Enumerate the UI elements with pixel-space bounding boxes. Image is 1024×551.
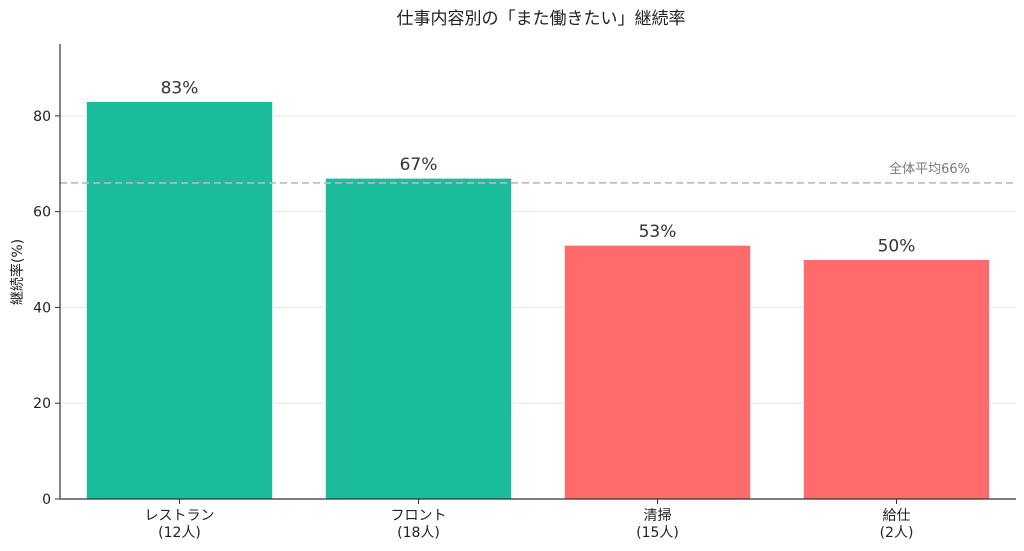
value-label: 53%	[639, 222, 677, 242]
y-tick-label: 0	[42, 492, 51, 508]
reference-line-group: 全体平均66%	[60, 161, 1016, 184]
y-axis-label: 継続率(%)	[9, 239, 26, 305]
bar	[563, 244, 752, 500]
y-tick-label: 40	[33, 300, 51, 316]
bar	[85, 100, 274, 500]
y-tick-label: 60	[33, 205, 51, 221]
category-count-label: (2人)	[880, 525, 914, 541]
bars	[85, 100, 991, 500]
category-label: レストラン	[145, 508, 215, 524]
chart-title: 仕事内容別の「また働きたい」継続率	[397, 9, 686, 29]
category-label: 給仕	[883, 508, 911, 524]
category-label: 清掃	[644, 507, 672, 524]
category-count-label: (15人)	[636, 525, 679, 541]
axes	[59, 44, 1016, 500]
bar	[324, 177, 513, 500]
x-tick-labels: レストラン(12人) フロント(18人) 清掃(15人) 給仕(2人)	[145, 499, 914, 541]
category-label: フロント	[391, 508, 447, 524]
category-count-label: (18人)	[397, 525, 440, 541]
average-label: 全体平均66%	[889, 161, 970, 177]
y-tick-label: 80	[33, 109, 51, 125]
y-ticks: 0 20 40 60 80	[33, 109, 60, 508]
y-tick-label: 20	[33, 396, 51, 412]
bar	[802, 259, 991, 500]
value-label: 83%	[161, 78, 199, 98]
value-label: 67%	[400, 155, 438, 175]
value-label: 50%	[878, 237, 916, 257]
value-labels: 83% 67% 53% 50%	[161, 78, 916, 256]
category-count-label: (12人)	[158, 525, 201, 541]
